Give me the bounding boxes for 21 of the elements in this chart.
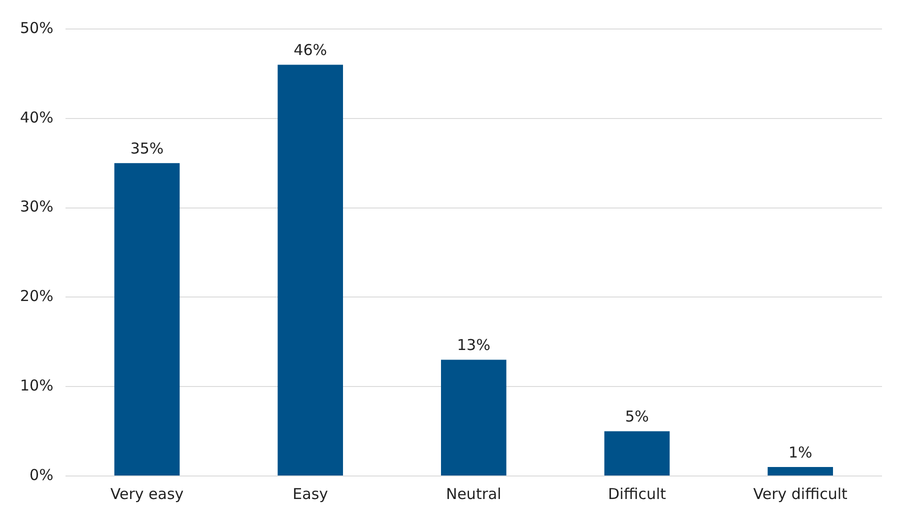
y-tick-label: 0%: [30, 466, 54, 484]
x-tick-label: Very difficult: [753, 484, 848, 503]
bar: [441, 360, 506, 476]
x-tick-label: Very easy: [110, 484, 184, 503]
y-tick-label: 10%: [20, 376, 54, 394]
y-tick-label: 30%: [20, 198, 54, 216]
bar: [278, 64, 344, 476]
data-label: 35%: [130, 139, 164, 158]
bar: [114, 163, 180, 476]
data-label: 1%: [788, 443, 812, 462]
data-label: 5%: [625, 408, 649, 426]
x-tick-label: Easy: [292, 484, 328, 503]
y-tick-label: 50%: [20, 18, 54, 37]
bar: [604, 431, 670, 476]
data-label: 46%: [294, 41, 328, 60]
x-tick-label: Difficult: [608, 484, 666, 503]
x-tick-label: Neutral: [446, 484, 502, 503]
bar: [768, 467, 833, 476]
y-tick-label: 40%: [20, 108, 54, 126]
data-label: 13%: [457, 336, 490, 354]
y-tick-label: 20%: [20, 287, 54, 306]
